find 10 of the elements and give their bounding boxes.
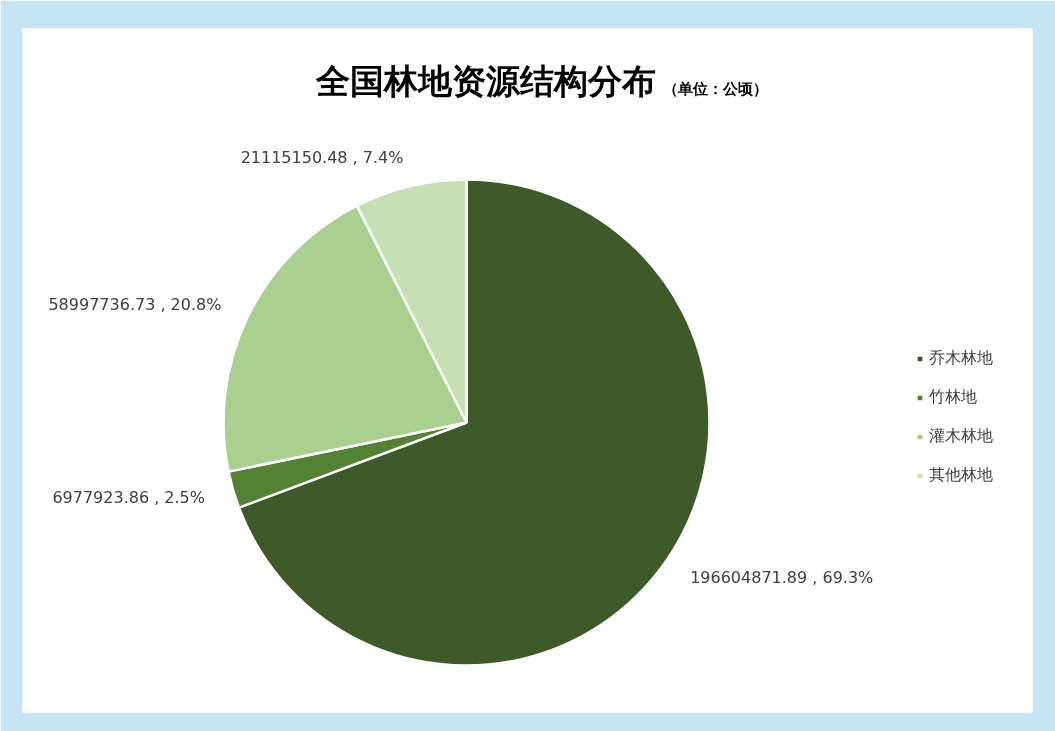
data-label: 196604871.89 , 69.3% <box>690 568 874 588</box>
legend-label: 乔木林地 <box>929 348 993 369</box>
data-label: 58997736.73 , 20.8% <box>48 294 222 314</box>
legend-label: 其他林地 <box>929 465 993 486</box>
data-label: 21115150.48 , 7.4% <box>240 148 404 168</box>
legend-label: 竹林地 <box>929 387 977 408</box>
legend-label: 灌木林地 <box>929 426 993 447</box>
chart-title: 全国林地资源结构分布 <box>314 60 656 101</box>
chart-subtitle: （单位：公顷） <box>662 79 768 98</box>
data-label: 6977923.86 , 2.5% <box>52 488 205 508</box>
